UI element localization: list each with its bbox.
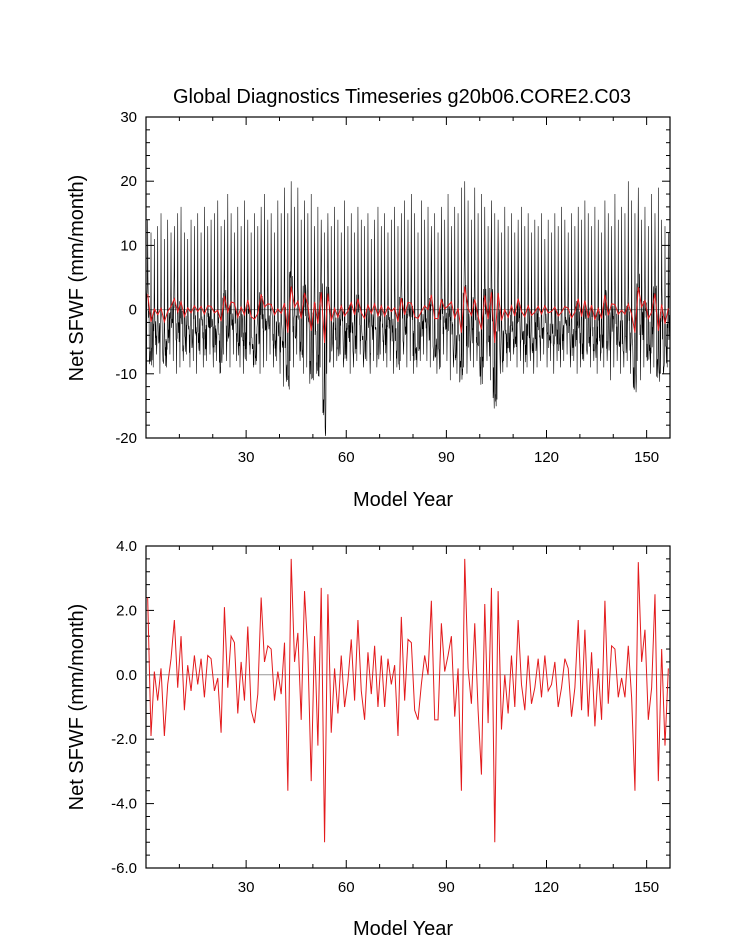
- bottom-y-tick-label: -6.0: [111, 860, 137, 877]
- bottom-x-tick-label: 90: [438, 879, 455, 896]
- bottom-y-axis-label: Net SFWF (mm/month): [66, 604, 88, 811]
- bottom-plot-frame: [145, 545, 671, 869]
- bottom-y-tick-label: -2.0: [111, 731, 137, 748]
- figure-title: Global Diagnostics Timeseries g20b06.COR…: [173, 86, 631, 108]
- bottom-axis-ticks: [146, 545, 670, 869]
- top-y-tick-label: -20: [115, 430, 137, 447]
- bottom-panel: 30 60 90 120 150 -6.0 -4.0 -2.0 0.0 2.0 4.0 Model…: [66, 538, 671, 940]
- bottom-x-tick-label: 150: [634, 879, 659, 896]
- top-y-tick-label: 30: [120, 109, 137, 126]
- top-y-tick-label: 20: [120, 173, 137, 190]
- top-axis-ticks: [146, 116, 670, 439]
- top-x-tick-label: 60: [338, 449, 355, 466]
- top-x-tick-labels: 30 60 90 120 150: [238, 449, 659, 466]
- bottom-x-axis-label: Model Year: [353, 918, 453, 940]
- top-plot-frame: [145, 116, 671, 439]
- bottom-y-tick-label: 2.0: [116, 602, 137, 619]
- top-y-tick-label: 0: [129, 302, 137, 319]
- bottom-y-tick-label: 0.0: [116, 667, 137, 684]
- top-y-axis-label: Net SFWF (mm/month): [66, 175, 88, 382]
- top-x-tick-label: 150: [634, 449, 659, 466]
- bottom-annual-mean-line: [147, 558, 669, 843]
- top-panel: 30 60 90 120 150 -20 -10 0 10 20 30 Model Year Ne…: [66, 109, 671, 511]
- bottom-y-tick-label: -4.0: [111, 796, 137, 813]
- bottom-x-tick-label: 120: [534, 879, 559, 896]
- bottom-x-tick-label: 60: [338, 879, 355, 896]
- bottom-y-tick-labels: -6.0 -4.0 -2.0 0.0 2.0 4.0: [111, 538, 137, 877]
- monthly-series-line: [145, 181, 671, 437]
- top-x-tick-label: 90: [438, 449, 455, 466]
- bottom-x-tick-labels: 30 60 90 120 150: [238, 879, 659, 896]
- top-x-tick-label: 120: [534, 449, 559, 466]
- top-x-axis-label: Model Year: [353, 489, 453, 511]
- top-y-tick-label: -10: [115, 366, 137, 383]
- top-y-tick-labels: -20 -10 0 10 20 30: [115, 109, 137, 447]
- top-monthly-series: [145, 181, 671, 437]
- bottom-x-tick-label: 30: [238, 879, 255, 896]
- top-annual-mean-line: [147, 286, 669, 344]
- bottom-y-tick-label: 4.0: [116, 538, 137, 555]
- top-x-tick-label: 30: [238, 449, 255, 466]
- top-y-tick-label: 10: [120, 237, 137, 254]
